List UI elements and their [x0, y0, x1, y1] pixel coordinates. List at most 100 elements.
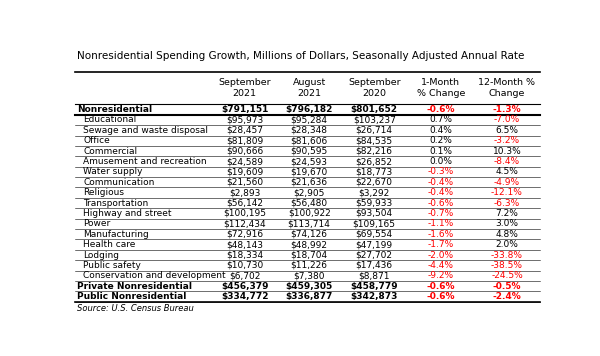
Text: $56,480: $56,480	[290, 199, 328, 208]
Text: Office: Office	[83, 136, 110, 145]
Text: -1.6%: -1.6%	[428, 230, 454, 239]
Text: $47,199: $47,199	[356, 240, 393, 249]
Text: -1.7%: -1.7%	[428, 240, 454, 249]
Text: $459,305: $459,305	[286, 282, 333, 291]
Text: -4.4%: -4.4%	[428, 261, 454, 270]
Text: 12-Month %
Change: 12-Month % Change	[478, 78, 535, 98]
Text: -0.6%: -0.6%	[427, 282, 455, 291]
Text: $48,143: $48,143	[226, 240, 263, 249]
Text: $48,992: $48,992	[290, 240, 328, 249]
Text: -24.5%: -24.5%	[491, 271, 523, 280]
Text: $10,730: $10,730	[226, 261, 263, 270]
Text: 7.2%: 7.2%	[496, 209, 518, 218]
Text: -2.4%: -2.4%	[493, 292, 521, 301]
Text: $19,670: $19,670	[290, 167, 328, 177]
Text: Sewage and waste disposal: Sewage and waste disposal	[83, 126, 208, 135]
Text: $95,973: $95,973	[226, 115, 263, 125]
Text: Commercial: Commercial	[83, 147, 137, 156]
Text: $334,772: $334,772	[221, 292, 268, 301]
Text: $7,380: $7,380	[293, 271, 325, 280]
Text: -0.6%: -0.6%	[427, 292, 455, 301]
Text: $59,933: $59,933	[356, 199, 393, 208]
Text: $113,714: $113,714	[287, 219, 331, 228]
Text: Amusement and recreation: Amusement and recreation	[83, 157, 207, 166]
Text: 3.0%: 3.0%	[496, 219, 518, 228]
Text: Power: Power	[83, 219, 110, 228]
Text: $19,609: $19,609	[226, 167, 263, 177]
Text: -1.1%: -1.1%	[428, 219, 454, 228]
Text: $28,348: $28,348	[290, 126, 328, 135]
Text: $801,652: $801,652	[351, 105, 398, 114]
Text: 10.3%: 10.3%	[493, 147, 521, 156]
Text: 4.5%: 4.5%	[496, 167, 518, 177]
Text: $27,702: $27,702	[356, 251, 393, 260]
Text: $100,922: $100,922	[288, 209, 331, 218]
Text: 6.5%: 6.5%	[496, 126, 518, 135]
Text: Educational: Educational	[83, 115, 137, 125]
Text: $26,714: $26,714	[356, 126, 393, 135]
Text: $95,284: $95,284	[290, 115, 328, 125]
Text: $81,809: $81,809	[226, 136, 263, 145]
Text: Conservation and development: Conservation and development	[83, 271, 226, 280]
Text: 2.0%: 2.0%	[496, 240, 518, 249]
Text: Communication: Communication	[83, 178, 155, 187]
Text: $11,226: $11,226	[290, 261, 328, 270]
Text: $456,379: $456,379	[221, 282, 268, 291]
Text: $100,195: $100,195	[223, 209, 266, 218]
Text: $336,877: $336,877	[286, 292, 333, 301]
Text: -33.8%: -33.8%	[491, 251, 523, 260]
Text: Public Nonresidential: Public Nonresidential	[77, 292, 187, 301]
Text: Public safety: Public safety	[83, 261, 141, 270]
Text: 0.2%: 0.2%	[429, 136, 452, 145]
Text: 0.1%: 0.1%	[429, 147, 452, 156]
Text: -0.4%: -0.4%	[428, 178, 454, 187]
Text: -8.4%: -8.4%	[494, 157, 520, 166]
Text: $84,535: $84,535	[356, 136, 393, 145]
Text: 1-Month
% Change: 1-Month % Change	[416, 78, 465, 98]
Text: Nonresidential: Nonresidential	[77, 105, 152, 114]
Text: -0.4%: -0.4%	[428, 188, 454, 197]
Text: $26,852: $26,852	[356, 157, 393, 166]
Text: $21,560: $21,560	[226, 178, 263, 187]
Text: Water supply: Water supply	[83, 167, 143, 177]
Text: $342,873: $342,873	[350, 292, 398, 301]
Text: -1.3%: -1.3%	[493, 105, 521, 114]
Text: $18,704: $18,704	[290, 251, 328, 260]
Text: September
2020: September 2020	[348, 78, 401, 98]
Text: -3.2%: -3.2%	[494, 136, 520, 145]
Text: $103,237: $103,237	[353, 115, 395, 125]
Text: $22,670: $22,670	[356, 178, 393, 187]
Text: $18,773: $18,773	[356, 167, 393, 177]
Text: -38.5%: -38.5%	[491, 261, 523, 270]
Text: $6,702: $6,702	[229, 271, 260, 280]
Text: $791,151: $791,151	[221, 105, 268, 114]
Text: -9.2%: -9.2%	[428, 271, 454, 280]
Text: Highway and street: Highway and street	[83, 209, 172, 218]
Text: 0.7%: 0.7%	[429, 115, 452, 125]
Text: Nonresidential Spending Growth, Millions of Dollars, Seasonally Adjusted Annual : Nonresidential Spending Growth, Millions…	[77, 51, 525, 61]
Text: -2.0%: -2.0%	[428, 251, 454, 260]
Text: $90,595: $90,595	[290, 147, 328, 156]
Text: Lodging: Lodging	[83, 251, 119, 260]
Text: -4.9%: -4.9%	[494, 178, 520, 187]
Text: $3,292: $3,292	[359, 188, 390, 197]
Text: $72,916: $72,916	[226, 230, 263, 239]
Text: $2,893: $2,893	[229, 188, 260, 197]
Text: Health care: Health care	[83, 240, 136, 249]
Text: $21,636: $21,636	[290, 178, 328, 187]
Text: $93,504: $93,504	[356, 209, 393, 218]
Text: -0.6%: -0.6%	[427, 105, 455, 114]
Text: $8,871: $8,871	[358, 271, 390, 280]
Text: -0.7%: -0.7%	[428, 209, 454, 218]
Text: Religious: Religious	[83, 188, 124, 197]
Text: -0.5%: -0.5%	[493, 282, 521, 291]
Text: $90,666: $90,666	[226, 147, 263, 156]
Text: -0.6%: -0.6%	[428, 199, 454, 208]
Text: Transportation: Transportation	[83, 199, 149, 208]
Text: $69,554: $69,554	[356, 230, 393, 239]
Text: $18,334: $18,334	[226, 251, 263, 260]
Text: $112,434: $112,434	[223, 219, 266, 228]
Text: $2,905: $2,905	[293, 188, 325, 197]
Text: -12.1%: -12.1%	[491, 188, 523, 197]
Text: $74,126: $74,126	[290, 230, 328, 239]
